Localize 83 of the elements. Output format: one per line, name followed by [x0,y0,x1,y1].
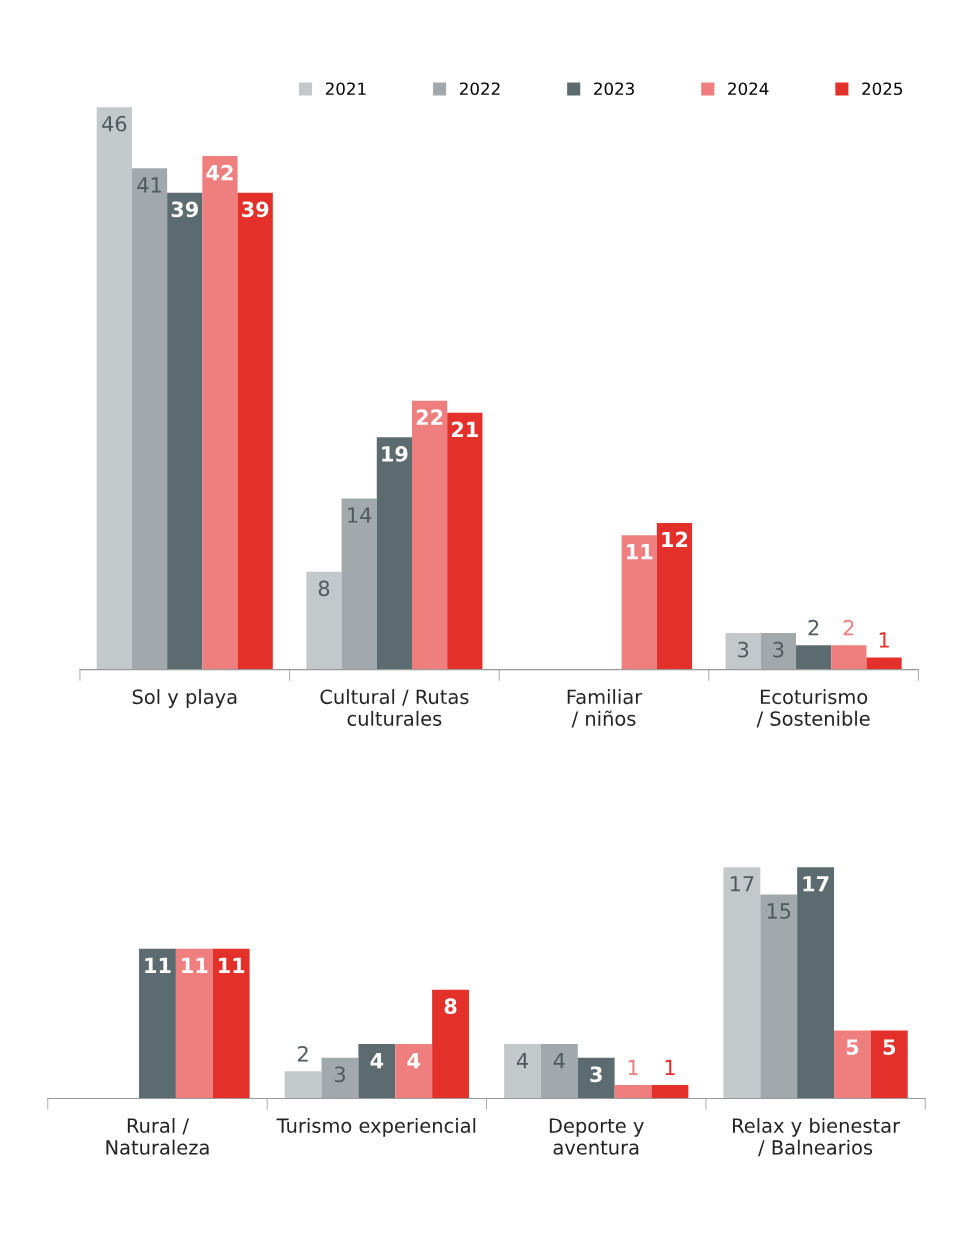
data-label: 4 [370,1053,384,1069]
x-tick-label: Relax y bienestar / Balnearios [733,1117,901,1157]
data-label: 3 [334,1066,345,1083]
bar [96,107,132,670]
data-label: 11 [145,957,171,973]
data-label: 3 [773,641,784,658]
bar [796,645,832,670]
x-tick-label: Turismo experiencial [276,1117,476,1137]
bar [614,1084,652,1099]
bar [651,1084,689,1099]
x-tick-label: Sol y playa [132,689,237,708]
bar [797,867,835,1099]
data-label: 39 [242,201,269,218]
bar [212,948,250,1099]
bar [870,1030,908,1099]
bar [723,867,761,1099]
data-label: 21 [451,421,478,438]
data-label: 3 [738,641,749,658]
data-label: 4 [407,1053,420,1069]
bar [447,412,483,670]
data-label: 39 [171,201,198,218]
data-label: 2 [298,1045,308,1062]
bar [167,192,203,670]
x-tick-label: Familiar / niños [567,689,643,728]
data-label: 1 [628,1059,638,1076]
bar [760,894,798,1099]
data-label: 2 [808,619,819,636]
bar [321,1057,359,1099]
bar [139,948,176,1099]
bar [725,632,761,670]
bar [341,498,377,670]
data-label: 15 [767,903,791,919]
bar [202,156,238,670]
x-tick-label: Cultural / Rutas culturales [320,689,469,726]
data-label: 5 [846,1039,859,1055]
x-tick-label: Rural / Naturaleza [106,1117,209,1155]
data-label: 12 [662,531,688,548]
data-label: 3 [590,1066,602,1083]
bar [577,1057,615,1099]
bar [432,989,469,1099]
legend-label: 2022 [460,82,500,96]
bar [306,571,342,670]
bar [412,400,448,670]
data-label: 2 [843,619,854,636]
bar [540,1044,578,1099]
bar [866,657,902,670]
bar [834,1030,871,1099]
bar [376,437,412,670]
data-label: 11 [627,544,653,560]
data-label: 17 [730,876,754,892]
data-label: 46 [102,115,127,132]
bar [395,1044,433,1099]
data-label: 41 [137,177,161,193]
legend-label: 2021 [325,82,366,96]
bar [504,1044,541,1099]
x-tick-label: Ecoturismo / Sostenible [756,689,870,728]
bar [831,645,867,670]
legend-label: 2025 [862,82,902,96]
bar [621,535,657,670]
data-label: 1 [665,1059,675,1076]
data-label: 11 [182,957,208,973]
legend-label: 2024 [728,82,769,96]
data-label: 5 [883,1039,896,1055]
bar [175,948,213,1099]
bar [284,1071,322,1099]
data-label: 4 [553,1053,565,1069]
data-label: 42 [206,164,233,181]
bar [760,632,797,670]
data-label: 17 [803,876,829,892]
data-label: 14 [348,507,372,523]
data-label: 19 [382,446,408,462]
data-label: 11 [219,957,245,973]
data-label: 8 [444,998,457,1015]
data-label: 22 [416,409,443,425]
data-label: 4 [516,1053,528,1069]
bar [237,192,273,670]
data-label: 8 [318,580,330,597]
x-tick-label: Deporte y aventura [549,1118,644,1155]
bar [131,168,168,670]
bar [656,522,693,670]
legend-label: 2023 [594,82,634,96]
bar [358,1044,396,1099]
data-label: 1 [879,632,889,648]
